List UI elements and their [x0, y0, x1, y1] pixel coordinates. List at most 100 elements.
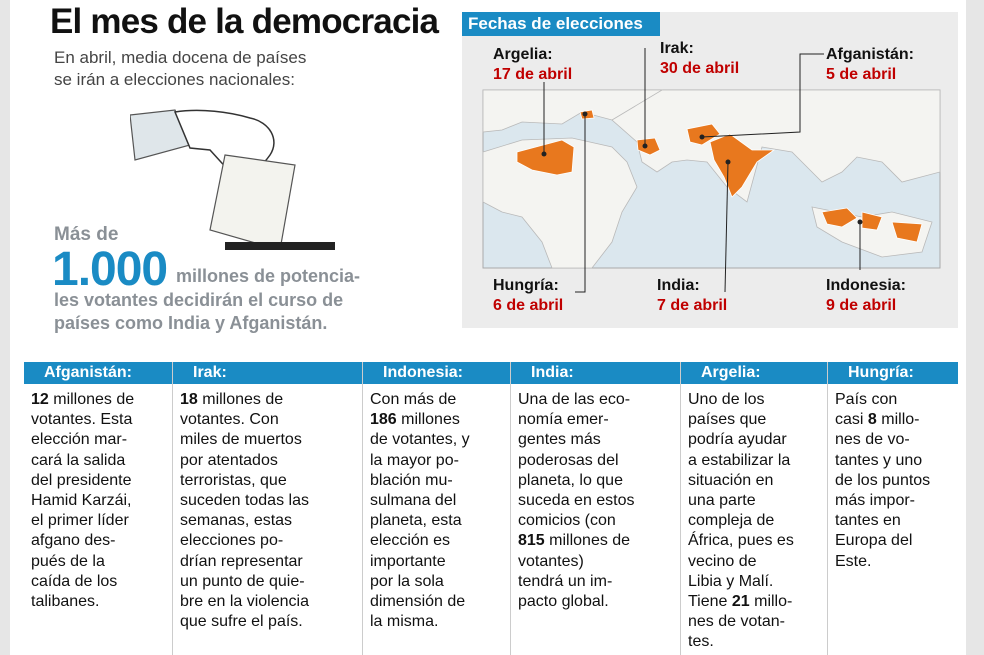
country: India:	[657, 277, 700, 294]
text-line: blación mu-	[370, 471, 510, 491]
column: Indonesia: Con más de 186 millones de votan…	[362, 362, 510, 655]
text-segment: tantes en	[835, 512, 901, 530]
big-number: 1.000	[52, 243, 168, 296]
column: Irak: 18 millones de votantes. Con miles de…	[172, 362, 362, 655]
text-line: cará la salida	[31, 451, 172, 471]
side-strip	[966, 0, 984, 655]
column: Afganistán: 12 millones de votantes. Esta e…	[24, 362, 172, 655]
text-line: tantes y uno	[835, 451, 958, 471]
text-segment: nomía emer-	[518, 411, 609, 429]
text-line: Libia y Malí.	[688, 572, 827, 592]
text-line: nes de votan-	[688, 612, 827, 632]
text-line: caída de los	[31, 572, 172, 592]
text-segment: elecciones po-	[180, 532, 284, 550]
text-segment: gentes más	[518, 431, 601, 449]
map-label: Afganistán: 5 de abril	[826, 45, 914, 85]
text-line: 12 millones de	[31, 390, 172, 410]
text-segment: millones de	[48, 391, 135, 408]
column-body: Con más de 186 millones de votantes, y la m…	[363, 384, 510, 632]
text-segment: elección es	[370, 532, 451, 550]
text-segment: una parte	[688, 492, 756, 510]
text-segment: afgano des-	[31, 532, 116, 550]
text-segment: importante	[370, 552, 446, 570]
text-segment: 8	[867, 411, 877, 429]
prefix: Más de	[54, 224, 118, 246]
country: Irak:	[660, 40, 694, 57]
subtitle: se irán a elecciones nacionales:	[54, 70, 295, 89]
text-line: que sufre el país.	[180, 612, 362, 632]
highlight-line: millones de potencia-	[176, 266, 361, 286]
text-line: suceden todas las	[180, 491, 362, 511]
text-segment: nes de vo-	[835, 431, 910, 449]
text-segment: caída de los	[31, 572, 118, 590]
text-segment: 18	[180, 391, 198, 408]
prefix-text: Más de	[54, 224, 119, 245]
text-line: tendrá un im-	[518, 572, 680, 592]
column-body: 18 millones de votantes. Con miles de muer…	[173, 384, 362, 632]
column-title: Argelia:	[681, 362, 827, 384]
column-body: Una de las eco-nomía emer-gentes más pode…	[511, 384, 680, 612]
text-segment: suceden todas las	[180, 492, 309, 510]
text-line: bre en la violencia	[180, 592, 362, 612]
text-line: la misma.	[370, 612, 510, 632]
text-segment: la mayor po-	[370, 451, 459, 469]
text-line: tantes en	[835, 511, 958, 531]
text-segment: Este.	[835, 552, 872, 570]
text-segment: el primer líder	[31, 512, 129, 530]
text-segment: terroristas, que	[180, 471, 287, 489]
column: India: Una de las eco-nomía emer-gentes m…	[510, 362, 680, 655]
column-title: India:	[511, 362, 680, 384]
text-segment: miles de muertos	[180, 431, 302, 449]
text-line: una parte	[688, 491, 827, 511]
text-segment: países que	[688, 411, 767, 429]
text-segment: planeta, esta	[370, 512, 462, 530]
text-line: planeta, esta	[370, 511, 510, 531]
country: Hungría:	[493, 277, 559, 294]
text-segment: 815	[518, 532, 545, 550]
text-line: elección es	[370, 531, 510, 551]
date: 17 de abril	[493, 66, 573, 83]
date: 7 de abril	[657, 297, 728, 314]
text-line: por la sola	[370, 572, 510, 592]
map-label: Hungría: 6 de abril	[493, 276, 563, 316]
map-panel: Fechas de elecciones Argelia: 17 de abril…	[462, 12, 958, 328]
text-line: suceda en estos	[518, 491, 680, 511]
highlight-line: les votantes decidirán el curso de	[54, 290, 344, 310]
text-line: 186 millones	[370, 410, 510, 430]
text-line: dimensión de	[370, 592, 510, 612]
map-label: India: 7 de abril	[657, 276, 727, 316]
text-segment: compleja de	[688, 512, 775, 530]
text-segment: votantes)	[518, 552, 584, 570]
text-line: por atentados	[180, 451, 362, 471]
text-line: el primer líder	[31, 511, 172, 531]
text-segment: bre en la violencia	[180, 593, 309, 611]
text-segment: 186	[370, 411, 397, 429]
text-line: comicios (con	[518, 511, 680, 531]
text-line: elección mar-	[31, 430, 172, 450]
text-segment: dimensión de	[370, 593, 466, 611]
text-line: votantes. Esta	[31, 410, 172, 430]
text-segment: tantes y uno	[835, 451, 923, 469]
text-line: tes.	[688, 632, 827, 652]
map	[482, 48, 941, 293]
text-segment: Libia y Malí.	[688, 572, 774, 590]
text-line: elecciones po-	[180, 531, 362, 551]
text-segment: vecino de	[688, 552, 757, 570]
text-segment: drían representar	[180, 552, 303, 570]
text-segment: podría ayudar	[688, 431, 787, 449]
text-line: podría ayudar	[688, 430, 827, 450]
text-segment: planeta, lo que	[518, 471, 623, 489]
text-segment: a estabilizar la	[688, 451, 791, 469]
map-label: Argelia: 17 de abril	[493, 45, 572, 85]
text-line: 18 millones de	[180, 390, 362, 410]
text-line: Hamid Karzái,	[31, 491, 172, 511]
text-segment: la misma.	[370, 613, 439, 631]
column-body: País con casi 8 millo-nes de vo-tantes y …	[828, 384, 958, 572]
text-line: importante	[370, 552, 510, 572]
column-title: Afganistán:	[24, 362, 172, 384]
text-segment: tes.	[688, 633, 714, 651]
text-segment: Con más de	[370, 391, 457, 408]
text-line: pués de la	[31, 552, 172, 572]
text-line: afgano des-	[31, 531, 172, 551]
text-segment: talibanes.	[31, 593, 100, 611]
